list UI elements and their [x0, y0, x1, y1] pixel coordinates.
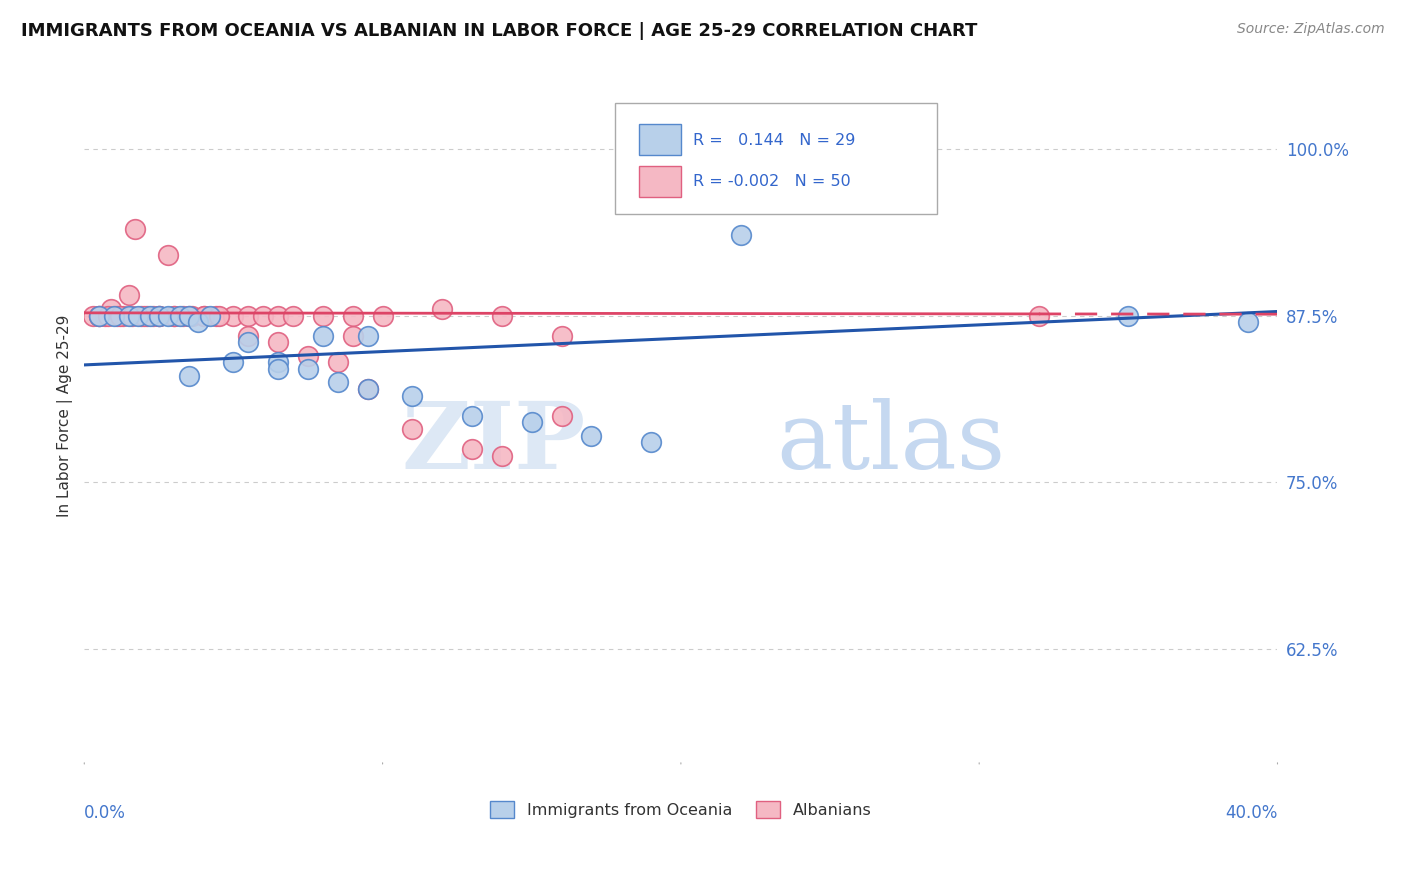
Point [1118, 309, 1140, 323]
Point [326, 355, 349, 369]
Point [187, 315, 209, 329]
Point [461, 409, 484, 423]
Text: atlas: atlas [776, 399, 1005, 489]
Point [118, 288, 141, 302]
Point [177, 309, 200, 323]
Point [491, 449, 513, 463]
Point [238, 309, 260, 323]
Point [401, 389, 423, 403]
Point [148, 309, 170, 323]
Point [127, 309, 149, 323]
Point [163, 309, 186, 323]
Point [342, 328, 364, 343]
Point [105, 309, 128, 323]
Point [238, 335, 260, 350]
Point [163, 309, 186, 323]
Point [103, 309, 125, 323]
Text: Source: ZipAtlas.com: Source: ZipAtlas.com [1237, 22, 1385, 37]
Point [252, 309, 274, 323]
Point [132, 309, 155, 323]
Point [222, 309, 245, 323]
Text: 0.0%: 0.0% [84, 805, 127, 822]
Point [357, 328, 380, 343]
Point [520, 415, 543, 429]
Point [461, 442, 484, 456]
Point [432, 301, 454, 316]
Text: IMMIGRANTS FROM OCEANIA VS ALBANIAN IN LABOR FORCE | AGE 25-29 CORRELATION CHART: IMMIGRANTS FROM OCEANIA VS ALBANIAN IN L… [21, 22, 977, 40]
Point [97, 309, 120, 323]
Point [118, 309, 141, 323]
Point [326, 376, 349, 390]
Point [89, 309, 111, 323]
Point [193, 309, 215, 323]
Point [108, 309, 131, 323]
Point [177, 309, 200, 323]
Point [177, 368, 200, 383]
Point [207, 309, 229, 323]
Point [401, 422, 423, 436]
Point [89, 309, 111, 323]
Point [180, 309, 202, 323]
Point [112, 309, 135, 323]
Point [371, 309, 394, 323]
Point [267, 309, 290, 323]
Point [172, 309, 194, 323]
FancyBboxPatch shape [640, 124, 681, 155]
Point [312, 309, 335, 323]
Point [1028, 309, 1050, 323]
Point [297, 362, 319, 376]
Point [342, 309, 364, 323]
Text: R =   0.144   N = 29: R = 0.144 N = 29 [693, 133, 855, 147]
Point [198, 309, 221, 323]
Point [136, 309, 159, 323]
Point [89, 309, 111, 323]
Point [357, 382, 380, 396]
Point [156, 309, 179, 323]
Point [238, 328, 260, 343]
Point [312, 328, 335, 343]
Point [204, 309, 226, 323]
Point [169, 309, 191, 323]
Point [267, 362, 290, 376]
Point [730, 228, 752, 243]
Point [148, 309, 170, 323]
Point [100, 301, 122, 316]
Point [267, 355, 290, 369]
Point [142, 309, 165, 323]
Legend: Immigrants from Oceania, Albanians: Immigrants from Oceania, Albanians [484, 795, 879, 824]
Point [121, 309, 143, 323]
Point [491, 309, 513, 323]
Point [1236, 315, 1258, 329]
Point [640, 435, 662, 450]
Point [139, 309, 162, 323]
Point [193, 309, 215, 323]
Point [550, 409, 572, 423]
Point [148, 309, 170, 323]
Point [550, 328, 572, 343]
Text: R = -0.002   N = 50: R = -0.002 N = 50 [693, 174, 851, 189]
FancyBboxPatch shape [640, 166, 681, 197]
Point [267, 335, 290, 350]
Text: 40.0%: 40.0% [1225, 805, 1278, 822]
FancyBboxPatch shape [616, 103, 938, 214]
Y-axis label: In Labor Force | Age 25-29: In Labor Force | Age 25-29 [58, 315, 73, 516]
Point [222, 355, 245, 369]
Point [281, 309, 304, 323]
Point [156, 248, 179, 262]
Point [82, 309, 104, 323]
Text: ZIP: ZIP [401, 399, 585, 489]
Point [581, 428, 603, 442]
Point [94, 309, 117, 323]
Point [129, 309, 152, 323]
Point [357, 382, 380, 396]
Point [124, 221, 146, 235]
Point [297, 349, 319, 363]
